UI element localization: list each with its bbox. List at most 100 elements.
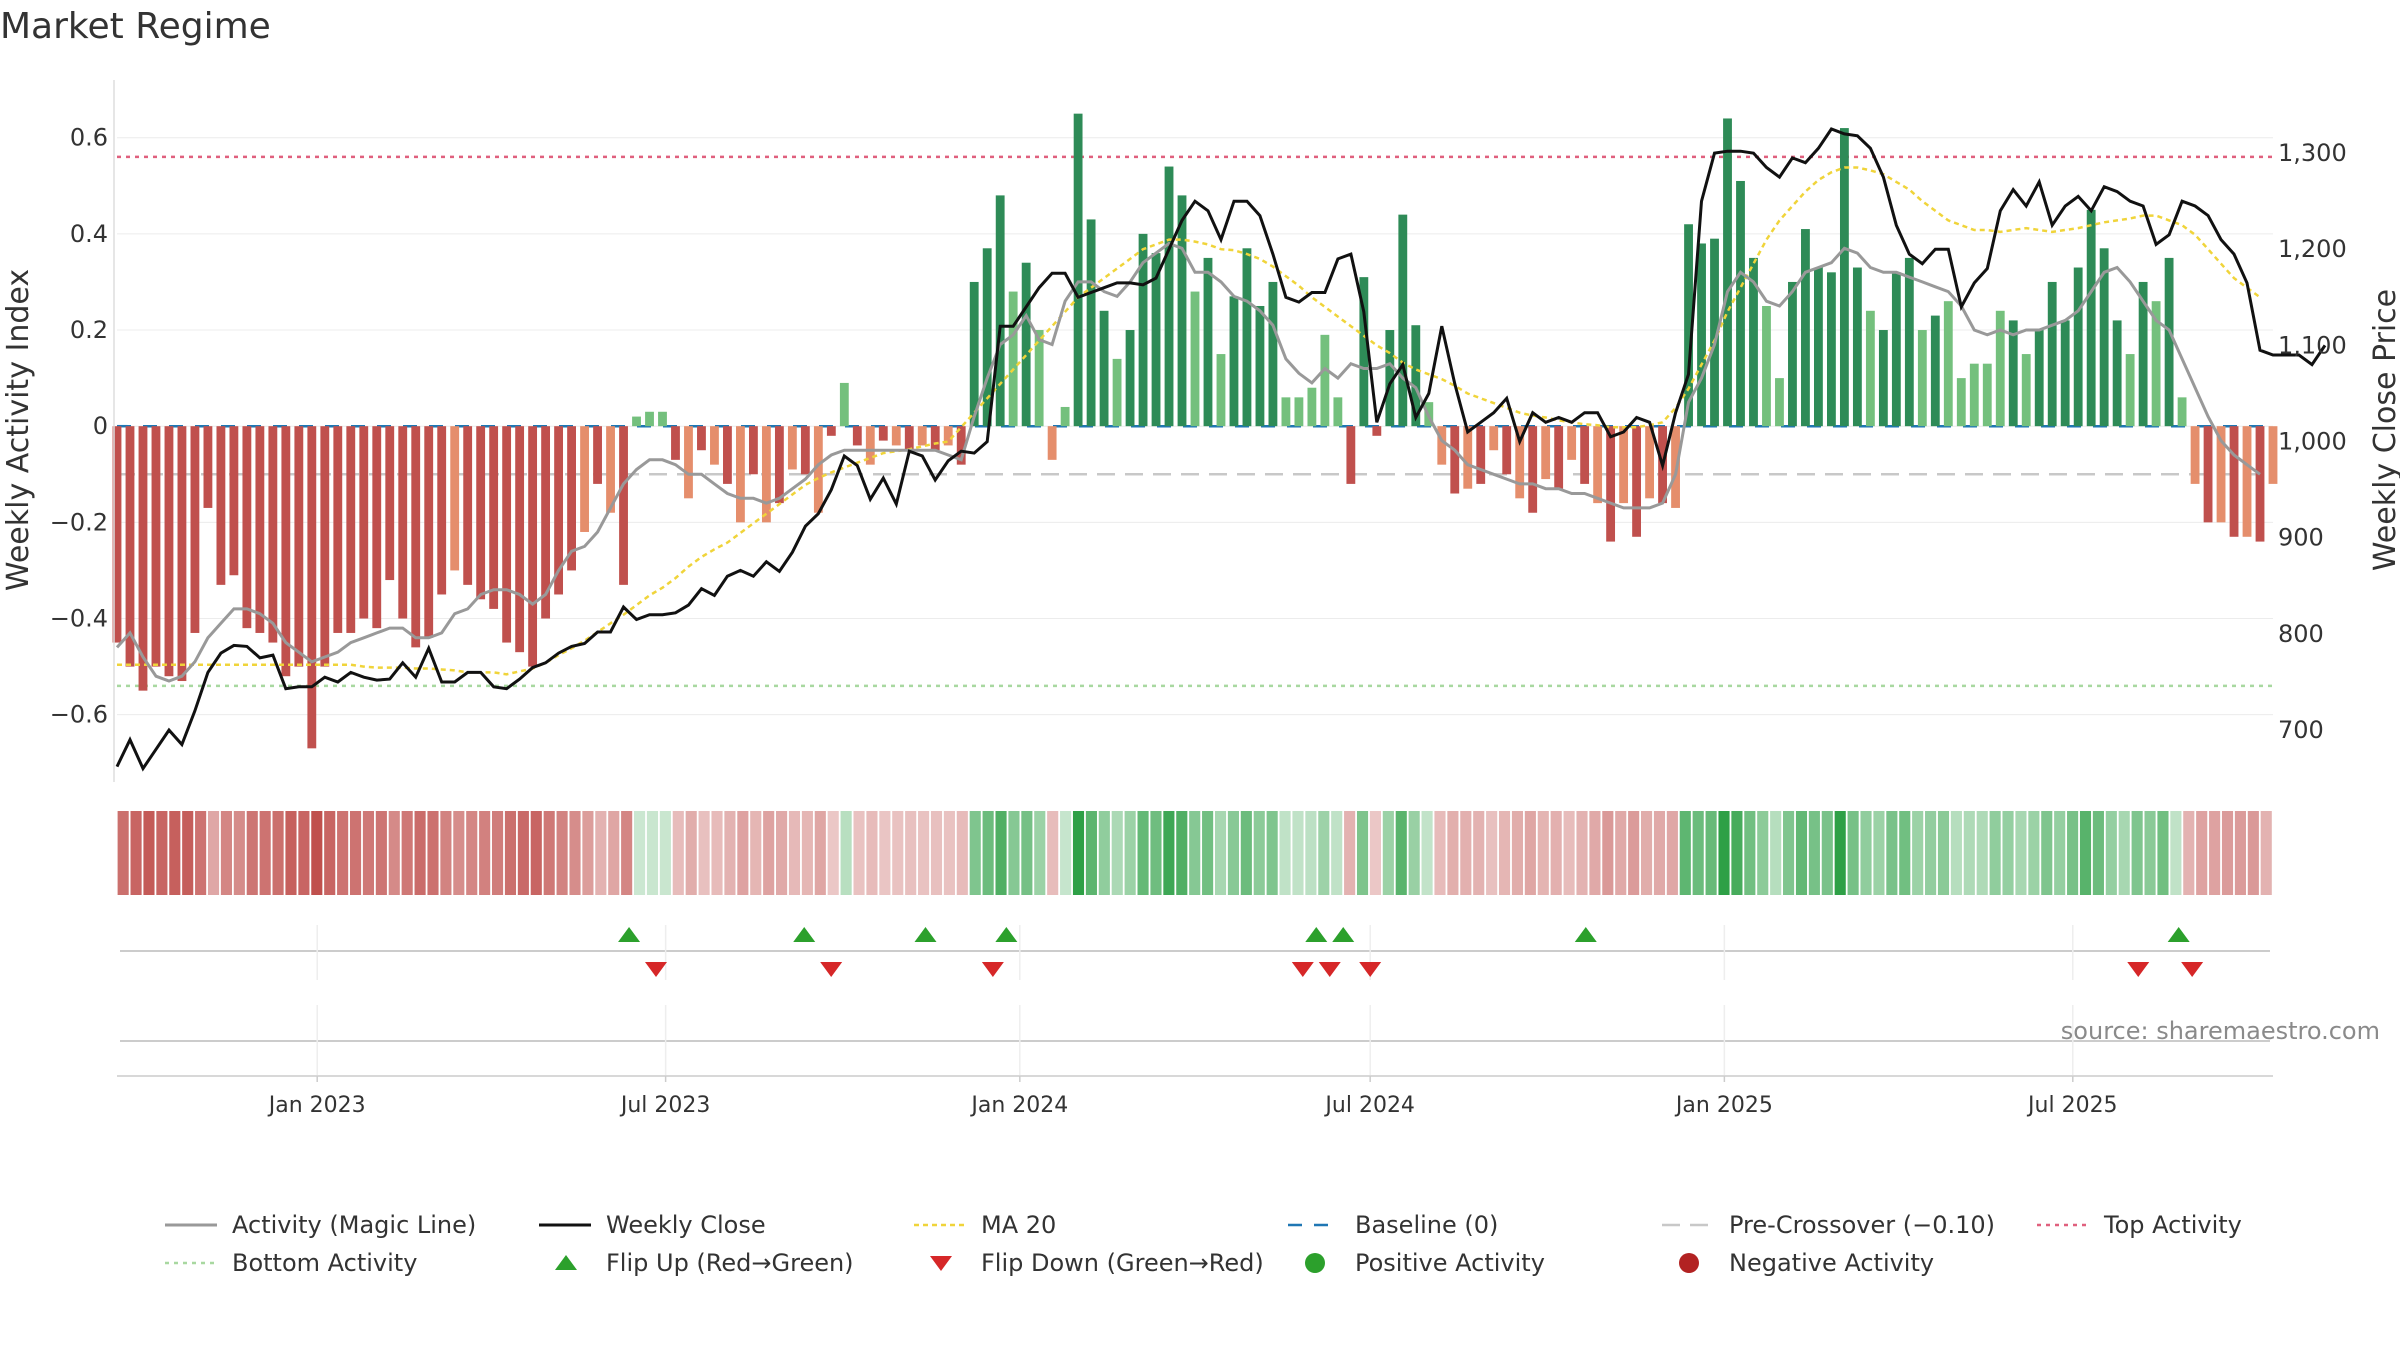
regime-strip-cell bbox=[169, 811, 181, 895]
activity-bar bbox=[1852, 267, 1862, 427]
regime-strip-cell bbox=[324, 811, 336, 895]
regime-strip-cell bbox=[1989, 811, 2001, 895]
y-right-tick-label: 700 bbox=[2278, 716, 2324, 744]
regime-strip-cell bbox=[930, 811, 943, 895]
regime-strip-cell bbox=[866, 811, 878, 895]
activity-bar bbox=[2073, 267, 2083, 427]
regime-strip-cell bbox=[1421, 811, 1433, 895]
regime-strip-cell bbox=[814, 811, 826, 895]
regime-strip-cell bbox=[698, 811, 710, 895]
activity-bar bbox=[891, 426, 901, 446]
legend-item-flipup: Flip Up (Red→Green) bbox=[555, 1249, 854, 1277]
legend-label: Weekly Close bbox=[606, 1211, 766, 1239]
activity-bar bbox=[1904, 257, 1914, 427]
regime-strip-cell bbox=[1034, 811, 1046, 895]
legend-item-flipdown: Flip Down (Green→Red) bbox=[930, 1249, 1264, 1277]
regime-strip-cell bbox=[1524, 811, 1536, 895]
regime-strip-cell bbox=[220, 811, 232, 895]
activity-bar bbox=[1359, 277, 1369, 427]
regime-strip-cell bbox=[1641, 811, 1653, 895]
flip-markers-panel bbox=[120, 925, 2270, 980]
activity-bar bbox=[748, 426, 758, 475]
regime-strip-cell bbox=[827, 811, 839, 895]
legend-item-posdot: Positive Activity bbox=[1305, 1249, 1545, 1277]
regime-strip-cell bbox=[1937, 811, 1950, 895]
activity-bar bbox=[1294, 397, 1304, 427]
legend-item-bottom: Bottom Activity bbox=[165, 1249, 417, 1277]
regime-strip-cell bbox=[414, 811, 426, 895]
regime-strip-cell bbox=[453, 811, 465, 895]
date-tick-label: Jan 2024 bbox=[969, 1093, 1068, 1118]
regime-strip-cell bbox=[1279, 811, 1291, 895]
activity-bar bbox=[1775, 378, 1784, 427]
regime-strip-cell bbox=[621, 811, 633, 895]
legend-label: Top Activity bbox=[2103, 1211, 2242, 1239]
activity-bar bbox=[164, 426, 174, 677]
regime-strip-cell bbox=[569, 811, 581, 895]
activity-bar bbox=[2190, 426, 2200, 484]
regime-strip-cell bbox=[2105, 811, 2117, 895]
activity-bar bbox=[1969, 363, 1979, 427]
regime-strip-cell bbox=[995, 811, 1007, 895]
regime-strip-cell bbox=[685, 811, 697, 895]
regime-strip-cell bbox=[2118, 811, 2130, 895]
activity-bar bbox=[2138, 281, 2148, 427]
regime-strip-cell bbox=[1047, 811, 1059, 895]
activity-bar bbox=[1333, 397, 1343, 427]
regime-strip-cell bbox=[337, 811, 349, 895]
activity-bar bbox=[151, 426, 161, 667]
date-tick-label: Jan 2023 bbox=[267, 1093, 366, 1118]
regime-strip-cell bbox=[388, 811, 400, 895]
legend-item-negdot: Negative Activity bbox=[1679, 1249, 1934, 1277]
activity-bars bbox=[112, 113, 2278, 749]
activity-bar bbox=[502, 426, 512, 643]
activity-bar bbox=[1489, 426, 1499, 451]
y-axis-left-label: Weekly Activity Index bbox=[1, 269, 36, 591]
legend-label: Flip Down (Green→Red) bbox=[981, 1249, 1264, 1277]
activity-bar bbox=[1281, 397, 1291, 427]
series-lines bbox=[115, 127, 2327, 772]
regime-strip-cell bbox=[646, 811, 659, 895]
activity-bar bbox=[1138, 233, 1148, 427]
activity-bar bbox=[1216, 354, 1226, 427]
activity-bar bbox=[1606, 426, 1616, 542]
flip-up-marker bbox=[618, 927, 641, 942]
activity-bar bbox=[515, 426, 525, 653]
activity-bar bbox=[1878, 330, 1888, 427]
flip-up-marker bbox=[914, 927, 937, 942]
regime-strip-cell bbox=[1498, 811, 1511, 895]
regime-strip-cell bbox=[1860, 811, 1872, 895]
regime-strip-cell bbox=[1253, 811, 1265, 895]
activity-bar bbox=[1229, 296, 1239, 427]
regime-strip-cell bbox=[840, 811, 852, 895]
regime-strip bbox=[117, 811, 2272, 895]
flip-up-marker bbox=[2167, 927, 2190, 942]
activity-bar bbox=[1099, 310, 1109, 427]
regime-strip-cell bbox=[1912, 811, 1924, 895]
activity-bar bbox=[943, 426, 953, 446]
regime-strip-cell bbox=[763, 811, 775, 895]
regime-strip-cell bbox=[2092, 811, 2104, 895]
regime-strip-cell bbox=[905, 811, 917, 895]
activity-bar bbox=[619, 426, 628, 585]
regime-strip-cell bbox=[2196, 811, 2208, 895]
activity-bar bbox=[411, 426, 421, 648]
regime-strip-cell bbox=[1072, 811, 1085, 895]
activity-bar bbox=[787, 426, 797, 470]
y-left-tick-label: −0.4 bbox=[50, 605, 108, 633]
activity-bar bbox=[632, 416, 641, 427]
flip-down-marker bbox=[981, 962, 1004, 977]
activity-bar bbox=[1814, 267, 1823, 427]
activity-bar bbox=[1086, 219, 1096, 427]
activity-bar bbox=[2255, 426, 2265, 542]
regime-strip-cell bbox=[1021, 811, 1033, 895]
activity-bar bbox=[723, 426, 732, 484]
source-credit: source: sharemaestro.com bbox=[2061, 1017, 2380, 1045]
activity-bar bbox=[2086, 209, 2096, 427]
activity-bar bbox=[2099, 248, 2109, 427]
regime-strip-cell bbox=[1137, 811, 1149, 895]
activity-bar bbox=[1917, 330, 1927, 427]
activity-bar bbox=[1463, 426, 1473, 489]
activity-bar bbox=[1982, 363, 1992, 427]
